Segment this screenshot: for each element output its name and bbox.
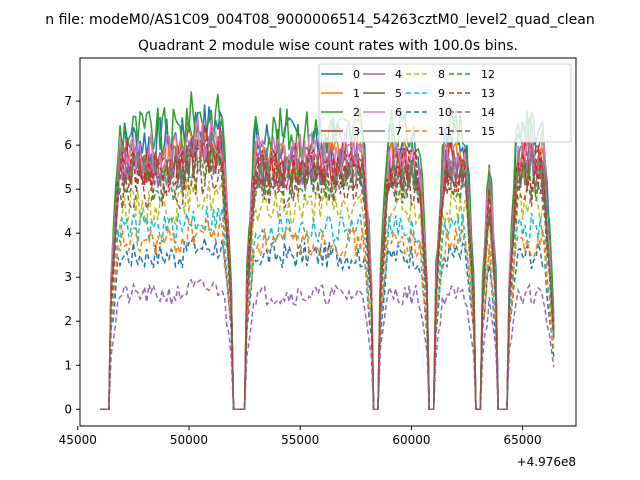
y-tick-label: 5 — [64, 182, 72, 196]
chart-title: Quadrant 2 module wise count rates with … — [138, 38, 518, 54]
axes-frame — [79, 57, 577, 427]
x-offset-label: +4.976e8 — [517, 455, 576, 469]
legend-label-5: 5 — [395, 87, 402, 100]
legend-label-2: 2 — [353, 106, 360, 119]
legend-label-7: 7 — [395, 125, 402, 138]
x-tick-label: 50000 — [170, 433, 208, 447]
y-tick-label: 0 — [64, 402, 72, 416]
legend-label-14: 14 — [481, 106, 495, 119]
y-tick-label: 4 — [64, 226, 72, 240]
plot-area — [100, 91, 555, 411]
legend-label-8: 8 — [438, 68, 445, 81]
legend-label-0: 0 — [353, 68, 360, 81]
legend-label-10: 10 — [438, 106, 452, 119]
legend-label-3: 3 — [353, 125, 360, 138]
legend-label-13: 13 — [481, 87, 495, 100]
y-tick-label: 1 — [64, 358, 72, 372]
legend-label-4: 4 — [395, 68, 402, 81]
y-tick-label: 7 — [64, 94, 72, 108]
axis-ticks: 45000 50000 55000 60000 65000 0 1 2 3 4 5 6 7 — [59, 94, 542, 447]
figure-suptitle: n file: modeM0/AS1C09_004T08_9000006514_… — [45, 12, 594, 28]
legend-label-15: 15 — [481, 125, 495, 138]
legend-label-11: 11 — [438, 125, 452, 138]
x-tick-label: 65000 — [504, 433, 542, 447]
x-tick-label: 55000 — [281, 433, 319, 447]
legend-frame — [318, 63, 572, 143]
series-line-13 — [100, 135, 555, 411]
legend-label-9: 9 — [438, 87, 445, 100]
legend-label-6: 6 — [395, 106, 402, 119]
legend-label-1: 1 — [353, 87, 360, 100]
y-tick-label: 6 — [64, 138, 72, 152]
y-tick-label: 2 — [64, 314, 72, 328]
series-line-15 — [100, 154, 555, 411]
series-line-8 — [100, 177, 555, 411]
x-tick-label: 45000 — [59, 433, 97, 447]
y-tick-label: 3 — [64, 270, 72, 284]
series-line-14 — [100, 278, 555, 411]
x-tick-label: 60000 — [392, 433, 430, 447]
legend-label-12: 12 — [481, 68, 495, 81]
